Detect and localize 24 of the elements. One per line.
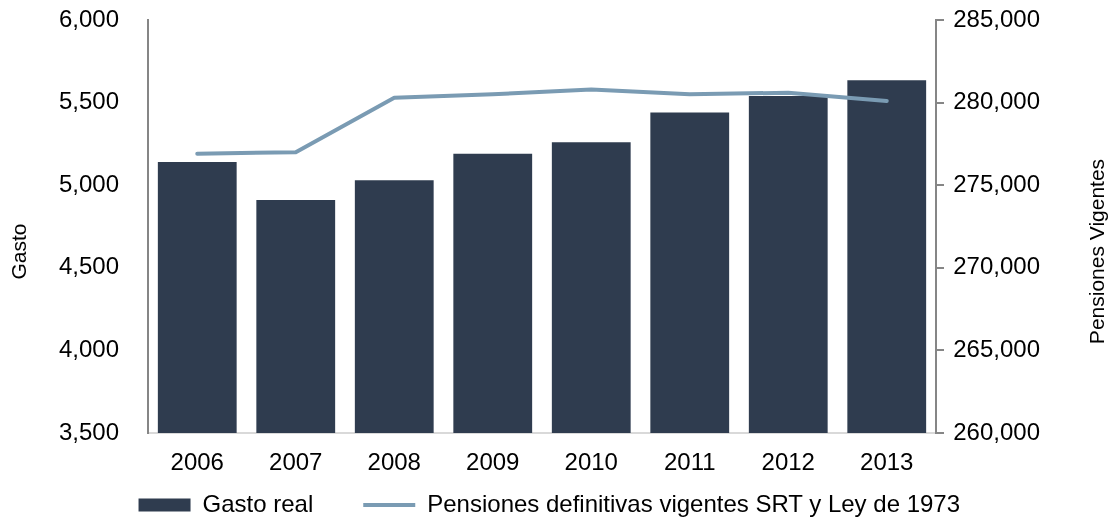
- x-tick-label: 2012: [761, 448, 815, 476]
- legend-label: Pensiones definitivas vigentes SRT y Ley de 1973: [427, 489, 961, 517]
- y-tick-label: 4,500: [59, 252, 120, 280]
- y2-tick-label: 275,000: [953, 169, 1040, 197]
- x-tick-label: 2010: [564, 448, 618, 476]
- y-tick-label: 3,500: [59, 417, 120, 445]
- x-tick-label: 2013: [860, 448, 914, 476]
- y2-tick-label: 285,000: [953, 4, 1040, 32]
- y-tick-label: 5,000: [59, 169, 120, 197]
- y2-axis-title: Pensiones Vigentes: [1084, 158, 1108, 345]
- y2-tick-label: 260,000: [953, 417, 1040, 445]
- x-tick-label: 2006: [170, 448, 224, 476]
- y-tick-label: 5,500: [59, 87, 120, 115]
- y2-tick-label: 265,000: [953, 335, 1040, 363]
- y2-tick-label: 270,000: [953, 252, 1040, 280]
- y2-tick-label: 280,000: [953, 87, 1040, 115]
- y-tick-label: 4,000: [59, 335, 120, 363]
- legend-label: Gasto real: [202, 489, 314, 517]
- x-tick-label: 2008: [367, 448, 421, 476]
- x-tick-label: 2011: [663, 448, 716, 476]
- y-tick-label: 6,000: [59, 4, 120, 32]
- x-tick-label: 2009: [466, 448, 520, 476]
- x-tick-label: 2007: [269, 448, 323, 476]
- y-axis-title: Gasto: [6, 223, 30, 280]
